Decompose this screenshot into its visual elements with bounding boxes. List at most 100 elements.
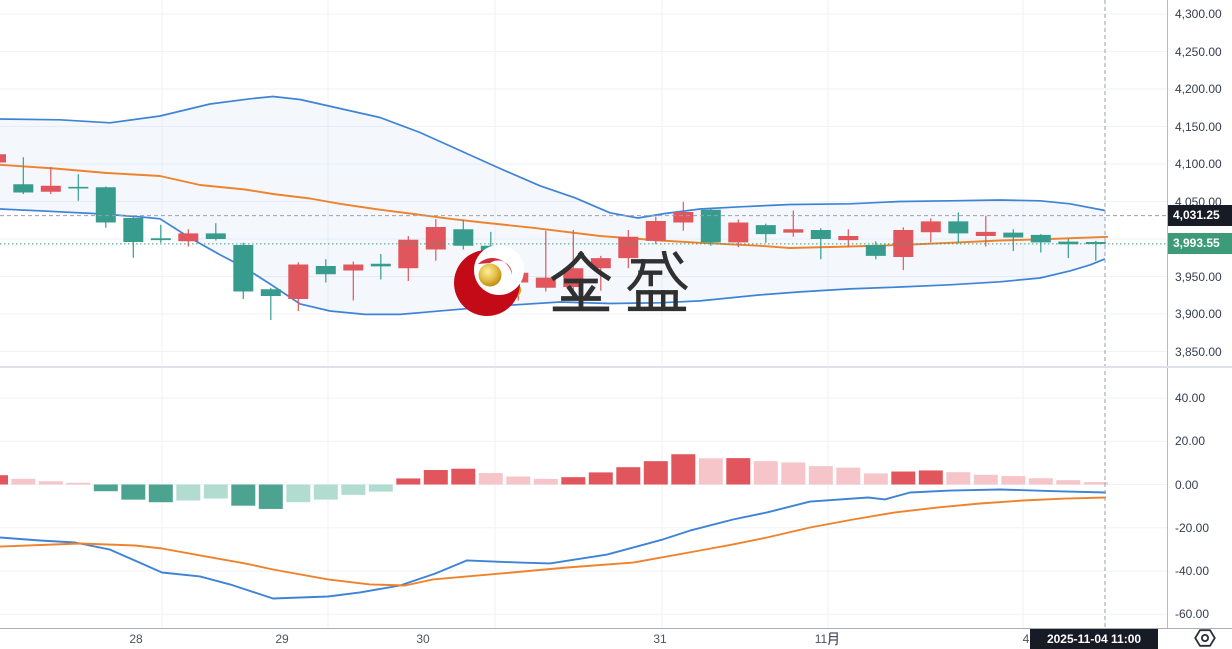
macd-histogram-bar[interactable]	[423, 470, 448, 485]
candle-body[interactable]	[398, 239, 419, 269]
last-price-badge: 3,993.55	[1168, 233, 1232, 254]
candle-body[interactable]	[123, 218, 144, 242]
time-axis[interactable]: 4 11 31 30 29 28 2025-11-04 11:00	[0, 628, 1232, 649]
hex-nut-icon	[1194, 628, 1216, 647]
macd-histogram-bar[interactable]	[38, 481, 63, 485]
macd-histogram-bar[interactable]	[753, 461, 778, 485]
candle-body[interactable]	[535, 277, 556, 288]
time-axis-label: 30	[416, 632, 430, 646]
macd-histogram-bar[interactable]	[396, 478, 421, 485]
candle-body[interactable]	[618, 236, 639, 259]
bollinger-band-fill	[0, 96, 1105, 315]
candle-body[interactable]	[0, 154, 6, 163]
candle-body[interactable]	[1085, 242, 1106, 245]
macd-histogram-bar[interactable]	[0, 475, 8, 485]
macd-histogram-bar[interactable]	[726, 458, 751, 485]
macd-histogram-bar[interactable]	[973, 474, 998, 485]
watermark-char-jin-icon	[550, 251, 612, 312]
macd-histogram-bar[interactable]	[506, 476, 531, 485]
macd-histogram-bar[interactable]	[1083, 482, 1108, 485]
macd-histogram-bar[interactable]	[148, 484, 173, 503]
candle-body[interactable]	[700, 209, 721, 243]
candle-body[interactable]	[233, 245, 254, 292]
settings-icon[interactable]	[1192, 627, 1218, 648]
candle-body[interactable]	[315, 266, 336, 275]
macd-histogram-bar[interactable]	[588, 472, 613, 485]
candle-body[interactable]	[13, 184, 34, 193]
macd-histogram-bar[interactable]	[121, 484, 146, 500]
price-axis-label: 4,300.00	[1175, 7, 1222, 21]
indicator-axis-label: 40.00	[1175, 391, 1206, 405]
time-axis-label: 11	[815, 632, 839, 646]
candle-body[interactable]	[68, 186, 89, 189]
candle-body[interactable]	[755, 225, 776, 235]
price-axis[interactable]: -60.00 -40.00 -20.00 0.00 20.00 40.00 3,850.00…	[1167, 0, 1232, 628]
macd-histogram-bar[interactable]	[93, 484, 118, 492]
crosshair-time-badge: 2025-11-04 11:00	[1030, 629, 1158, 649]
bollinger-upper-line	[0, 95, 1106, 219]
candle-body[interactable]	[205, 233, 226, 239]
macd-histogram-bar[interactable]	[1001, 476, 1026, 485]
macd-histogram-bar[interactable]	[561, 477, 586, 485]
macd-histogram-bar[interactable]	[286, 484, 311, 503]
macd-histogram-bar[interactable]	[616, 467, 641, 485]
macd-histogram-bar[interactable]	[203, 484, 228, 499]
macd-histogram-bar[interactable]	[1028, 478, 1053, 485]
candle-body[interactable]	[260, 289, 281, 296]
macd-histogram-bar[interactable]	[946, 472, 971, 485]
macd-histogram-bar[interactable]	[176, 484, 201, 501]
candle-body[interactable]	[343, 264, 364, 271]
macd-histogram-bar[interactable]	[808, 466, 833, 485]
candle-body[interactable]	[948, 221, 969, 234]
price-axis-label: 3,900.00	[1175, 307, 1222, 321]
macd-histogram-bar[interactable]	[11, 478, 36, 485]
pane-separator[interactable]	[0, 366, 1232, 368]
macd-histogram-bar[interactable]	[918, 470, 943, 485]
macd-histogram-bar[interactable]	[698, 458, 723, 485]
candle-body[interactable]	[150, 238, 171, 241]
macd-histogram-bar[interactable]	[1056, 480, 1081, 485]
time-axis-label: 29	[275, 632, 289, 646]
macd-histogram-bar[interactable]	[478, 473, 503, 485]
candle-body[interactable]	[1003, 232, 1024, 238]
candle-body[interactable]	[673, 212, 694, 223]
macd-histogram-bar[interactable]	[258, 484, 283, 509]
macd-histogram-bar[interactable]	[781, 462, 806, 485]
candle-body[interactable]	[810, 230, 831, 239]
candle-body[interactable]	[893, 230, 914, 257]
macd-histogram-bar[interactable]	[341, 484, 366, 495]
candle-body[interactable]	[838, 236, 859, 241]
candle-body[interactable]	[728, 222, 749, 243]
macd-histogram-bar[interactable]	[836, 467, 861, 485]
macd-histogram-bar[interactable]	[671, 454, 696, 485]
macd-histogram-bar[interactable]	[891, 471, 916, 485]
candle-body[interactable]	[1030, 234, 1051, 243]
candle-body[interactable]	[1058, 241, 1079, 245]
candle-body[interactable]	[645, 221, 666, 241]
candle-body[interactable]	[288, 264, 309, 300]
candle-body[interactable]	[95, 187, 116, 223]
jinsheng-logo-icon	[454, 245, 524, 316]
macd-histogram-bar[interactable]	[863, 473, 888, 485]
macd-histogram-bar[interactable]	[368, 484, 393, 492]
candle-body[interactable]	[453, 229, 474, 246]
indicator-axis-label: -60.00	[1175, 607, 1210, 622]
macd-histogram-bar[interactable]	[451, 468, 476, 485]
candle-body[interactable]	[975, 231, 996, 236]
indicator-axis-label: -20.00	[1175, 520, 1210, 535]
candle-body[interactable]	[920, 221, 941, 233]
candle-body[interactable]	[865, 245, 886, 256]
time-axis-label: 4	[1022, 632, 1030, 646]
candle-body[interactable]	[40, 185, 61, 192]
macd-histogram-bar[interactable]	[643, 461, 668, 485]
macd-histogram-bar[interactable]	[231, 484, 256, 506]
candle-body[interactable]	[590, 258, 611, 269]
macd-histogram-bar[interactable]	[313, 484, 338, 500]
macd-histogram-bar[interactable]	[533, 478, 558, 485]
candle-body[interactable]	[178, 233, 199, 242]
macd-histogram-bar[interactable]	[66, 482, 91, 485]
indicator-axis-label: 0.00	[1175, 477, 1199, 492]
candle-body[interactable]	[783, 229, 804, 233]
candle-body[interactable]	[370, 263, 391, 267]
chart-plot-area[interactable]	[0, 0, 1232, 628]
